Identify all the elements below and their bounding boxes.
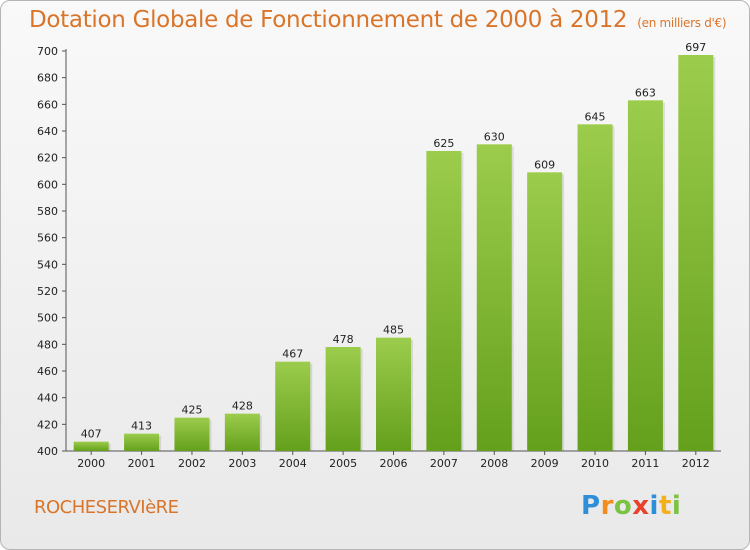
x-tick-label: 2007 (430, 457, 458, 470)
y-tick-label: 480 (37, 338, 58, 351)
bar-value-label: 407 (81, 428, 102, 441)
bar (678, 55, 714, 451)
chart-subtitle: (en milliers d'€) (637, 16, 727, 30)
bar (224, 413, 260, 451)
y-tick-label: 620 (37, 152, 58, 165)
bar (376, 337, 411, 451)
logo-letter: i (649, 491, 659, 521)
bar-value-label: 485 (383, 324, 404, 337)
bar-value-label: 625 (433, 137, 454, 150)
bar-value-label: 645 (585, 110, 606, 123)
bar-value-label: 630 (484, 130, 505, 143)
bar (627, 100, 663, 451)
logo-letter: o (613, 491, 633, 521)
axes: 400 420 440 460 480 500 520 540 560 580 600 620 640 6… (37, 45, 721, 470)
bar (325, 347, 361, 451)
x-tick-label: 2009 (531, 457, 559, 470)
bar (426, 151, 462, 451)
y-tick-label: 520 (37, 285, 58, 298)
x-tick-label: 2006 (380, 457, 408, 470)
y-tick-label: 640 (37, 125, 58, 138)
logo-letter: x (632, 491, 650, 521)
bar-value-label: 663 (635, 86, 656, 99)
y-tick-label: 440 (37, 392, 58, 405)
x-tick-label: 2004 (279, 457, 307, 470)
bar (275, 361, 311, 451)
logo-letter: P (581, 491, 601, 521)
bar-value-label: 467 (282, 348, 303, 361)
y-tick-label: 660 (37, 98, 58, 111)
bar (73, 441, 109, 451)
bars: 407 413 425 428 467 478 485 625 630 609 645 663 697 (73, 41, 716, 452)
x-tick-label: 2001 (128, 457, 156, 470)
y-tick-label: 500 (37, 312, 58, 325)
x-tick-label: 2008 (480, 457, 508, 470)
logo-letter: i (671, 491, 682, 521)
x-tick-label: 2005 (329, 457, 357, 470)
y-tick-label: 700 (37, 45, 58, 58)
bar-value-label: 478 (333, 333, 354, 346)
bar-value-label: 428 (232, 400, 253, 413)
y-tick-label: 540 (37, 258, 58, 271)
bar (174, 417, 210, 451)
chart-title: Dotation Globale de Fonctionnement de 20… (29, 7, 727, 33)
bar-value-label: 609 (534, 158, 555, 171)
proxiti-logo[interactable]: Proxiti (581, 491, 681, 521)
bar-value-label: 697 (685, 41, 706, 54)
x-tick-label: 2000 (77, 457, 105, 470)
x-tick-label: 2003 (228, 457, 256, 470)
y-tick-label: 460 (37, 365, 58, 378)
chart-title-text: Dotation Globale de Fonctionnement de 20… (29, 7, 628, 33)
bar-value-label: 425 (181, 404, 202, 417)
x-tick-label: 2002 (178, 457, 206, 470)
x-tick-label: 2012 (682, 457, 710, 470)
x-tick-label: 2011 (631, 457, 659, 470)
logo-letter: t (658, 491, 672, 521)
bar (476, 144, 512, 452)
bar (124, 433, 160, 451)
bar (527, 172, 563, 452)
x-tick-label: 2010 (581, 457, 609, 470)
y-tick-label: 580 (37, 205, 58, 218)
y-tick-label: 400 (37, 445, 58, 458)
logo-letter: r (600, 491, 614, 521)
bar (577, 124, 613, 451)
y-tick-label: 420 (37, 418, 58, 431)
y-tick-label: 600 (37, 178, 58, 191)
y-tick-label: 680 (37, 72, 58, 85)
commune-name: ROCHESERVIèRE (34, 497, 179, 518)
bar-value-label: 413 (131, 420, 152, 433)
y-tick-label: 560 (37, 232, 58, 245)
